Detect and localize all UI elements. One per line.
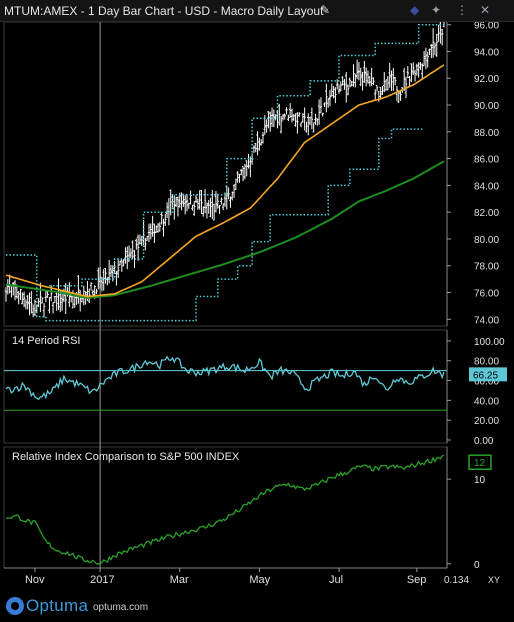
relative-value-label: 12: [474, 458, 486, 469]
rsi-value-label: 66.25: [473, 370, 498, 381]
x-tick-label: 2017: [90, 574, 114, 586]
x-tick-label: Jul: [329, 574, 343, 586]
rsi-tick-label: 40.00: [474, 396, 499, 407]
price-tick-label: 78.00: [474, 262, 499, 273]
pin-icon[interactable]: ✦: [431, 3, 442, 17]
price-tick-label: 84.00: [474, 181, 499, 192]
rsi-tick-label: 20.00: [474, 416, 499, 427]
panel-frame: [3, 21, 448, 327]
more-vertical-icon[interactable]: ⋮: [456, 3, 468, 17]
rsi-line: [5, 355, 445, 401]
x-tick-label: May: [249, 574, 270, 586]
upper-stop-line: [49, 23, 446, 287]
chart-title: MTUM:AMEX - 1 Day Bar Chart - USD - Macr…: [4, 4, 324, 18]
relative-title: Relative Index Comparison to S&P 500 IND…: [12, 451, 240, 463]
price-tick-label: 92.00: [474, 74, 499, 85]
relative-index-line: [6, 454, 445, 565]
x-tick-label: Mar: [170, 574, 189, 586]
logo-url: optuma.com: [93, 602, 149, 613]
scale-value: 0.134: [444, 575, 470, 586]
lower-stop-line: [6, 128, 423, 322]
rsi-title: 14 Period RSI: [12, 335, 80, 347]
price-tick-label: 94.00: [474, 47, 499, 58]
relative-tick-label: 10: [474, 475, 486, 486]
x-tick-label: Nov: [25, 574, 45, 586]
price-tick-label: 86.00: [474, 155, 499, 166]
optuma-logo-icon: [6, 597, 24, 615]
rsi-tick-label: 100.00: [474, 337, 505, 348]
xy-button[interactable]: XY: [487, 575, 500, 585]
diamond-icon[interactable]: ◆: [410, 3, 420, 17]
price-tick-label: 88.00: [474, 128, 499, 139]
rsi-tick-label: 0.00: [474, 436, 494, 447]
rsi-value-tag: [469, 367, 507, 382]
price-tick-label: 96.00: [474, 21, 499, 32]
price-tick-label: 82.00: [474, 208, 499, 219]
price-tick-label: 80.00: [474, 235, 499, 246]
relative-value-tag: [468, 454, 492, 470]
footer: [0, 592, 514, 622]
logo-text: Optuma: [26, 596, 89, 615]
relative-tick-label: 0: [474, 560, 480, 571]
chart-header: MTUM:AMEX - 1 Day Bar Chart - USD - Macr…: [0, 0, 514, 22]
rsi-tick-label: 80.00: [474, 357, 499, 368]
pencil-icon[interactable]: ✎: [320, 3, 331, 17]
price-tick-label: 76.00: [474, 289, 499, 300]
price-tick-label: 90.00: [474, 101, 499, 112]
x-tick-label: Sep: [407, 574, 427, 586]
long-moving-average-line: [5, 160, 445, 299]
close-icon[interactable]: ✕: [480, 3, 491, 17]
rsi-tick-label: 60.00: [474, 377, 499, 388]
price-tick-label: 74.00: [474, 315, 499, 326]
short-moving-average-line: [5, 64, 445, 298]
